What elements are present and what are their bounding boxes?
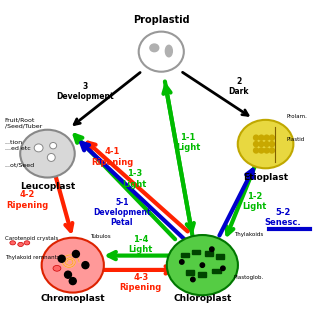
Ellipse shape (139, 32, 184, 72)
Bar (181, 256, 189, 258)
Ellipse shape (47, 154, 55, 161)
Circle shape (180, 260, 184, 264)
Circle shape (264, 135, 269, 140)
Circle shape (58, 255, 65, 262)
Text: ...ot/Seed: ...ot/Seed (5, 162, 35, 167)
Text: Plastoglob.: Plastoglob. (234, 276, 264, 280)
Bar (186, 270, 194, 272)
Circle shape (253, 135, 259, 140)
Text: Thylakoids: Thylakoids (234, 232, 263, 237)
Bar (181, 253, 189, 254)
Circle shape (259, 148, 264, 153)
Text: Proplastid: Proplastid (133, 15, 189, 25)
Circle shape (259, 135, 264, 140)
Circle shape (264, 141, 269, 147)
Bar (192, 251, 200, 253)
Ellipse shape (20, 130, 75, 178)
Ellipse shape (10, 241, 16, 245)
Text: 4-2
Ripening: 4-2 Ripening (6, 190, 48, 210)
Circle shape (253, 141, 259, 147)
Text: Chloroplast: Chloroplast (173, 294, 232, 303)
Text: Leucoplast: Leucoplast (20, 182, 75, 191)
Bar (186, 273, 194, 275)
Text: Plastid: Plastid (286, 137, 304, 142)
Circle shape (269, 135, 275, 140)
Text: 5-1
Development
Petal: 5-1 Development Petal (93, 198, 151, 228)
Text: 1-3
Light: 1-3 Light (122, 169, 147, 189)
Bar (204, 251, 213, 253)
Text: 4-3
Ripening: 4-3 Ripening (120, 273, 162, 292)
Circle shape (259, 141, 264, 147)
Circle shape (253, 148, 259, 153)
Ellipse shape (34, 144, 43, 152)
Circle shape (221, 266, 225, 270)
Bar (198, 272, 206, 273)
Bar (181, 254, 189, 256)
Circle shape (72, 251, 79, 258)
Text: Prolam.: Prolam. (286, 115, 307, 119)
Circle shape (269, 141, 275, 147)
Bar (192, 250, 200, 251)
Bar (198, 275, 206, 276)
Text: Carotenoid crystals: Carotenoid crystals (5, 236, 58, 241)
Text: ...tion
...ed etc: ...tion ...ed etc (5, 140, 30, 151)
Bar (204, 254, 213, 256)
Circle shape (210, 247, 214, 252)
Circle shape (69, 277, 76, 284)
Bar (216, 254, 224, 256)
Text: 5-2
Senesc.: 5-2 Senesc. (265, 208, 301, 227)
Ellipse shape (53, 266, 61, 271)
Circle shape (191, 277, 195, 282)
Bar (212, 272, 221, 273)
Bar (212, 269, 221, 270)
Ellipse shape (50, 142, 57, 149)
Circle shape (269, 148, 275, 153)
Ellipse shape (150, 44, 159, 52)
Text: Chromoplast: Chromoplast (40, 294, 105, 303)
Text: 1-4
Light: 1-4 Light (129, 235, 153, 254)
Ellipse shape (42, 238, 104, 292)
Ellipse shape (18, 242, 23, 246)
Text: Etioplast: Etioplast (243, 173, 288, 182)
Bar (216, 256, 224, 258)
Text: Tubulos: Tubulos (90, 234, 111, 239)
Text: 1-1
Light: 1-1 Light (176, 133, 200, 152)
Bar (204, 253, 213, 254)
Ellipse shape (24, 241, 30, 245)
Text: 1-2
Light: 1-2 Light (242, 192, 267, 211)
Bar (186, 272, 194, 273)
Text: Thylakoid remnants: Thylakoid remnants (5, 255, 60, 260)
Text: 2
Dark: 2 Dark (228, 77, 249, 96)
Ellipse shape (238, 120, 293, 168)
Text: 4-1
Ripening: 4-1 Ripening (91, 147, 133, 166)
Ellipse shape (165, 45, 172, 57)
Circle shape (82, 262, 89, 269)
Circle shape (264, 148, 269, 153)
Text: Fruit/Root
/Seed/Tuber: Fruit/Root /Seed/Tuber (5, 118, 42, 129)
Circle shape (200, 263, 204, 268)
Circle shape (65, 271, 71, 278)
Bar (216, 258, 224, 259)
Bar (192, 253, 200, 254)
Ellipse shape (167, 235, 238, 295)
Bar (198, 273, 206, 275)
Bar (212, 270, 221, 272)
Text: 3
Development: 3 Development (57, 82, 114, 101)
